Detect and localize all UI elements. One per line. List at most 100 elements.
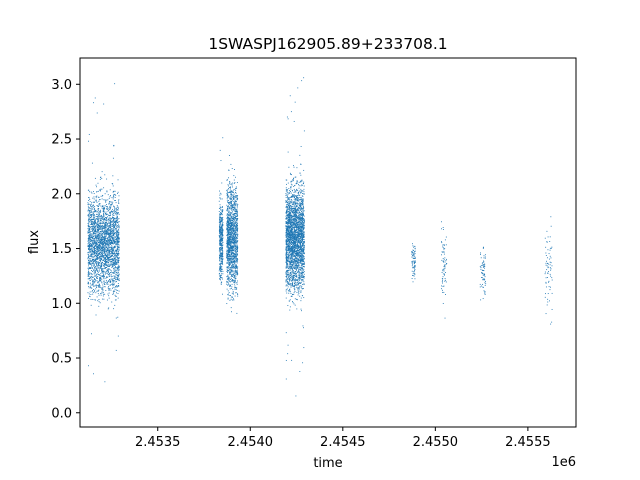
data-point [89,263,91,265]
data-point [103,211,104,213]
data-point [94,279,96,281]
data-point [221,224,223,226]
data-point [90,214,92,215]
data-point [98,247,100,249]
data-point [115,219,117,221]
data-point [233,238,235,240]
data-point [230,243,232,245]
data-point [231,283,233,285]
data-point [105,200,107,202]
data-point [99,250,100,252]
data-point [226,229,228,231]
data-point [226,253,228,255]
data-point [230,296,232,298]
data-point [93,228,95,230]
data-point [108,290,110,292]
data-point [93,207,95,209]
data-point [221,281,223,283]
data-point [222,223,223,225]
data-point [230,256,232,258]
data-point [235,218,237,220]
data-point [300,276,302,278]
data-point [219,228,221,230]
data-point [229,206,231,208]
data-point [95,269,97,271]
data-point [227,225,229,227]
data-point [232,258,234,260]
data-point [117,267,119,269]
data-point [87,262,89,264]
data-point [221,273,223,275]
data-point [218,250,220,252]
data-point [107,271,109,273]
data-point [96,256,98,258]
data-point [104,238,106,240]
data-point [98,294,100,296]
data-point [96,258,98,260]
data-point [115,349,117,351]
data-point [101,256,103,258]
data-point [292,261,294,263]
data-point [228,223,230,225]
data-point [87,267,89,269]
data-point [94,259,96,261]
data-point [229,299,231,301]
data-point [90,260,92,262]
data-point [94,243,96,245]
data-point [92,235,94,237]
data-point [103,213,104,215]
data-point [221,230,223,232]
data-point [98,262,100,264]
data-point [220,231,222,233]
data-point [109,205,111,207]
data-point [102,229,104,231]
data-point [90,257,92,259]
data-point [117,271,119,273]
data-point [229,228,231,230]
data-point [90,287,91,289]
data-point [114,213,116,215]
data-point [89,201,91,203]
data-point [90,304,92,306]
data-point [219,220,221,222]
data-point [110,229,112,231]
data-point [89,246,90,248]
data-point [115,207,117,209]
data-point [118,260,120,262]
data-point [293,251,295,252]
data-point [228,170,230,171]
data-point [236,270,238,272]
data-point [114,252,116,254]
data-point [111,272,113,274]
data-point [114,256,116,258]
data-point [96,223,98,225]
data-point [116,241,118,243]
data-point [93,240,95,242]
data-point [117,218,119,220]
data-point [118,279,120,281]
data-point [98,253,100,255]
data-point [219,236,220,238]
data-point [303,245,305,247]
data-point [235,204,237,206]
data-point [228,224,230,226]
data-point [298,203,300,205]
data-point [107,233,109,235]
data-point [102,241,104,242]
data-point [230,294,231,296]
data-point [108,241,110,243]
data-point [102,210,104,212]
data-point [88,271,90,273]
data-point [108,234,110,235]
data-point [230,239,232,241]
data-point [230,229,232,231]
data-point [105,224,107,226]
data-point [290,213,292,215]
data-point [106,230,108,232]
data-point [222,219,224,220]
data-point [231,219,233,221]
data-point [105,225,107,227]
data-point [234,223,236,225]
data-point [116,218,118,220]
data-point [232,292,234,294]
